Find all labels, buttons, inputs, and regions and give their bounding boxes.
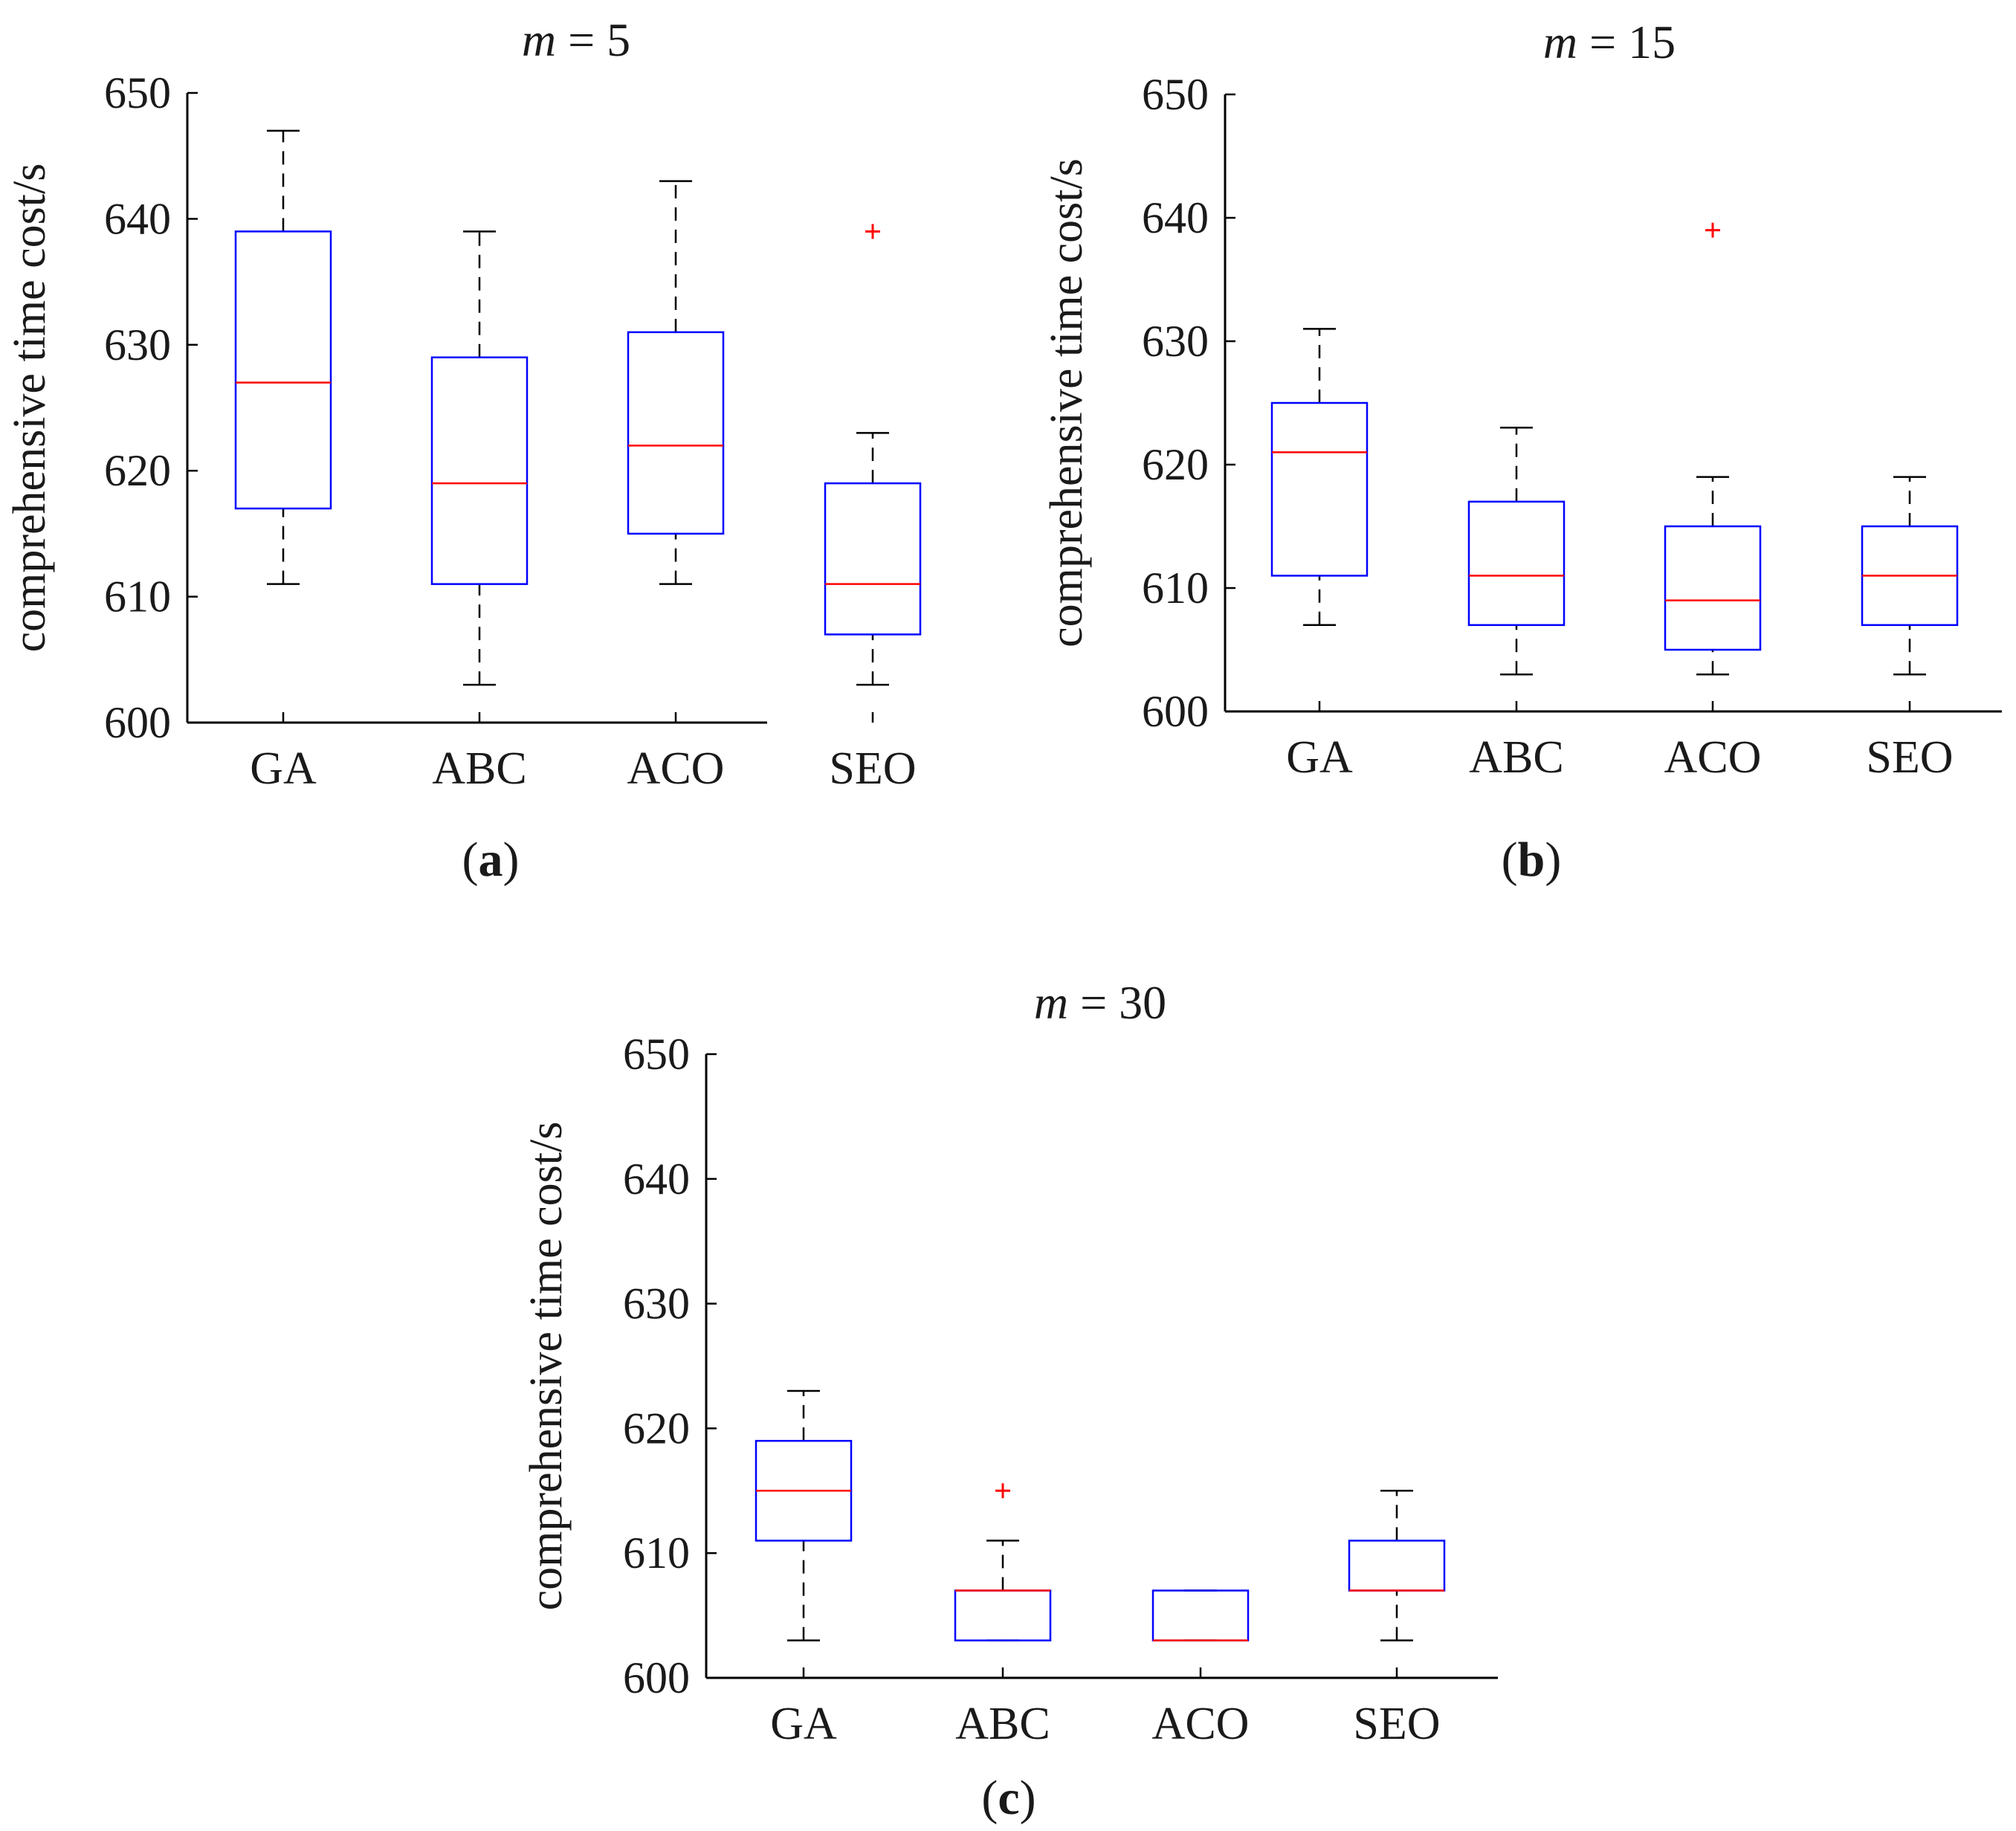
panel-caption: (c)	[981, 1771, 1036, 1825]
title-equals: =	[1577, 16, 1628, 68]
caption-close-paren: )	[1545, 833, 1561, 887]
y-axis-label: comprehensive time cost/s	[1041, 158, 1092, 648]
y-tick-label: 600	[1142, 687, 1209, 736]
box-abc	[1467, 426, 1566, 676]
y-tick-label: 640	[104, 194, 171, 243]
box-ga	[1270, 328, 1369, 627]
iqr-box	[1270, 401, 1369, 577]
y-tick-label: 630	[1142, 317, 1209, 366]
y-tick-label: 620	[623, 1404, 690, 1453]
iqr-box	[1467, 500, 1566, 627]
iqr-box	[627, 331, 725, 535]
box-seo	[824, 224, 922, 686]
iqr-box	[1151, 1589, 1250, 1641]
title-value: 5	[607, 13, 630, 66]
caption-letter: a	[479, 833, 503, 887]
chart-panel-b: 600 610 620 630 640 650 GA ABC ACO SEO comprehensi…	[1041, 16, 2002, 887]
title-value: 15	[1628, 16, 1676, 68]
y-tick-label: 640	[623, 1155, 690, 1204]
y-tick-label: 620	[104, 446, 171, 495]
box-seo	[1348, 1490, 1446, 1641]
x-category-label: ABC	[1469, 732, 1563, 783]
caption-open-paren: (	[981, 1771, 998, 1825]
outlier-marker	[995, 1483, 1010, 1499]
caption-letter: c	[998, 1771, 1019, 1825]
iqr-box	[234, 230, 332, 510]
y-tick-label: 610	[1142, 563, 1209, 613]
y-tick-label: 630	[104, 320, 171, 369]
caption-close-paren: )	[1020, 1771, 1036, 1825]
iqr-box	[954, 1589, 1052, 1641]
iqr-box	[1348, 1540, 1446, 1592]
box-aco	[627, 180, 725, 585]
chart-title: m = 5	[522, 13, 630, 66]
title-variable: m	[1034, 976, 1068, 1029]
x-category-label: SEO	[1866, 732, 1953, 783]
x-category-label: SEO	[829, 743, 916, 794]
caption-letter: b	[1518, 833, 1545, 887]
caption-open-paren: (	[1502, 833, 1518, 887]
x-category-label: GA	[1286, 732, 1353, 783]
box-aco	[1664, 222, 1762, 676]
x-category-label: ACO	[1152, 1699, 1250, 1749]
x-category-label: ABC	[432, 743, 526, 794]
chart-panel-a: 600 610 620 630 640 650 GA ABC ACO SEO comprehensi…	[4, 13, 922, 887]
box-abc	[430, 230, 529, 686]
title-equals: =	[1068, 976, 1119, 1029]
chart-title: m = 30	[1034, 976, 1166, 1029]
box-ga	[755, 1389, 853, 1641]
box-ga	[234, 129, 332, 585]
outlier-marker	[1705, 222, 1720, 238]
chart-title: m = 15	[1543, 16, 1676, 68]
title-variable: m	[522, 13, 556, 66]
y-axis-label: comprehensive time cost/s	[521, 1122, 572, 1611]
y-tick-label: 600	[104, 698, 171, 747]
caption-close-paren: )	[503, 833, 520, 887]
x-category-label: SEO	[1353, 1699, 1440, 1749]
outlier-marker	[865, 224, 880, 239]
y-tick-label: 600	[623, 1653, 690, 1702]
panel-caption: (a)	[462, 833, 520, 887]
box-seo	[1861, 476, 1959, 676]
iqr-box	[824, 482, 922, 636]
caption-open-paren: (	[462, 833, 479, 887]
panel-caption: (b)	[1502, 833, 1562, 887]
title-variable: m	[1543, 16, 1577, 68]
x-category-label: ABC	[955, 1699, 1050, 1749]
y-tick-label: 610	[623, 1528, 690, 1577]
y-tick-label: 610	[104, 572, 171, 621]
box-aco	[1151, 1589, 1250, 1641]
x-category-label: ACO	[627, 743, 725, 794]
title-equals: =	[556, 13, 607, 66]
y-axis-label: comprehensive time cost/s	[4, 164, 55, 653]
iqr-box	[1664, 525, 1762, 651]
box-abc	[954, 1483, 1052, 1641]
y-tick-label: 650	[1142, 70, 1209, 119]
title-value: 30	[1119, 976, 1166, 1029]
y-tick-label: 650	[104, 68, 171, 117]
y-tick-label: 630	[623, 1279, 690, 1328]
x-category-label: GA	[250, 743, 317, 794]
chart-panel-c: 600 610 620 630 640 650 GA ABC ACO SEO comprehensi…	[521, 976, 1498, 1825]
iqr-box	[430, 356, 529, 585]
x-category-label: ACO	[1664, 732, 1762, 783]
y-tick-label: 620	[1142, 440, 1209, 489]
y-tick-label: 640	[1142, 193, 1209, 242]
y-tick-label: 650	[623, 1030, 690, 1079]
x-category-label: GA	[770, 1699, 837, 1749]
